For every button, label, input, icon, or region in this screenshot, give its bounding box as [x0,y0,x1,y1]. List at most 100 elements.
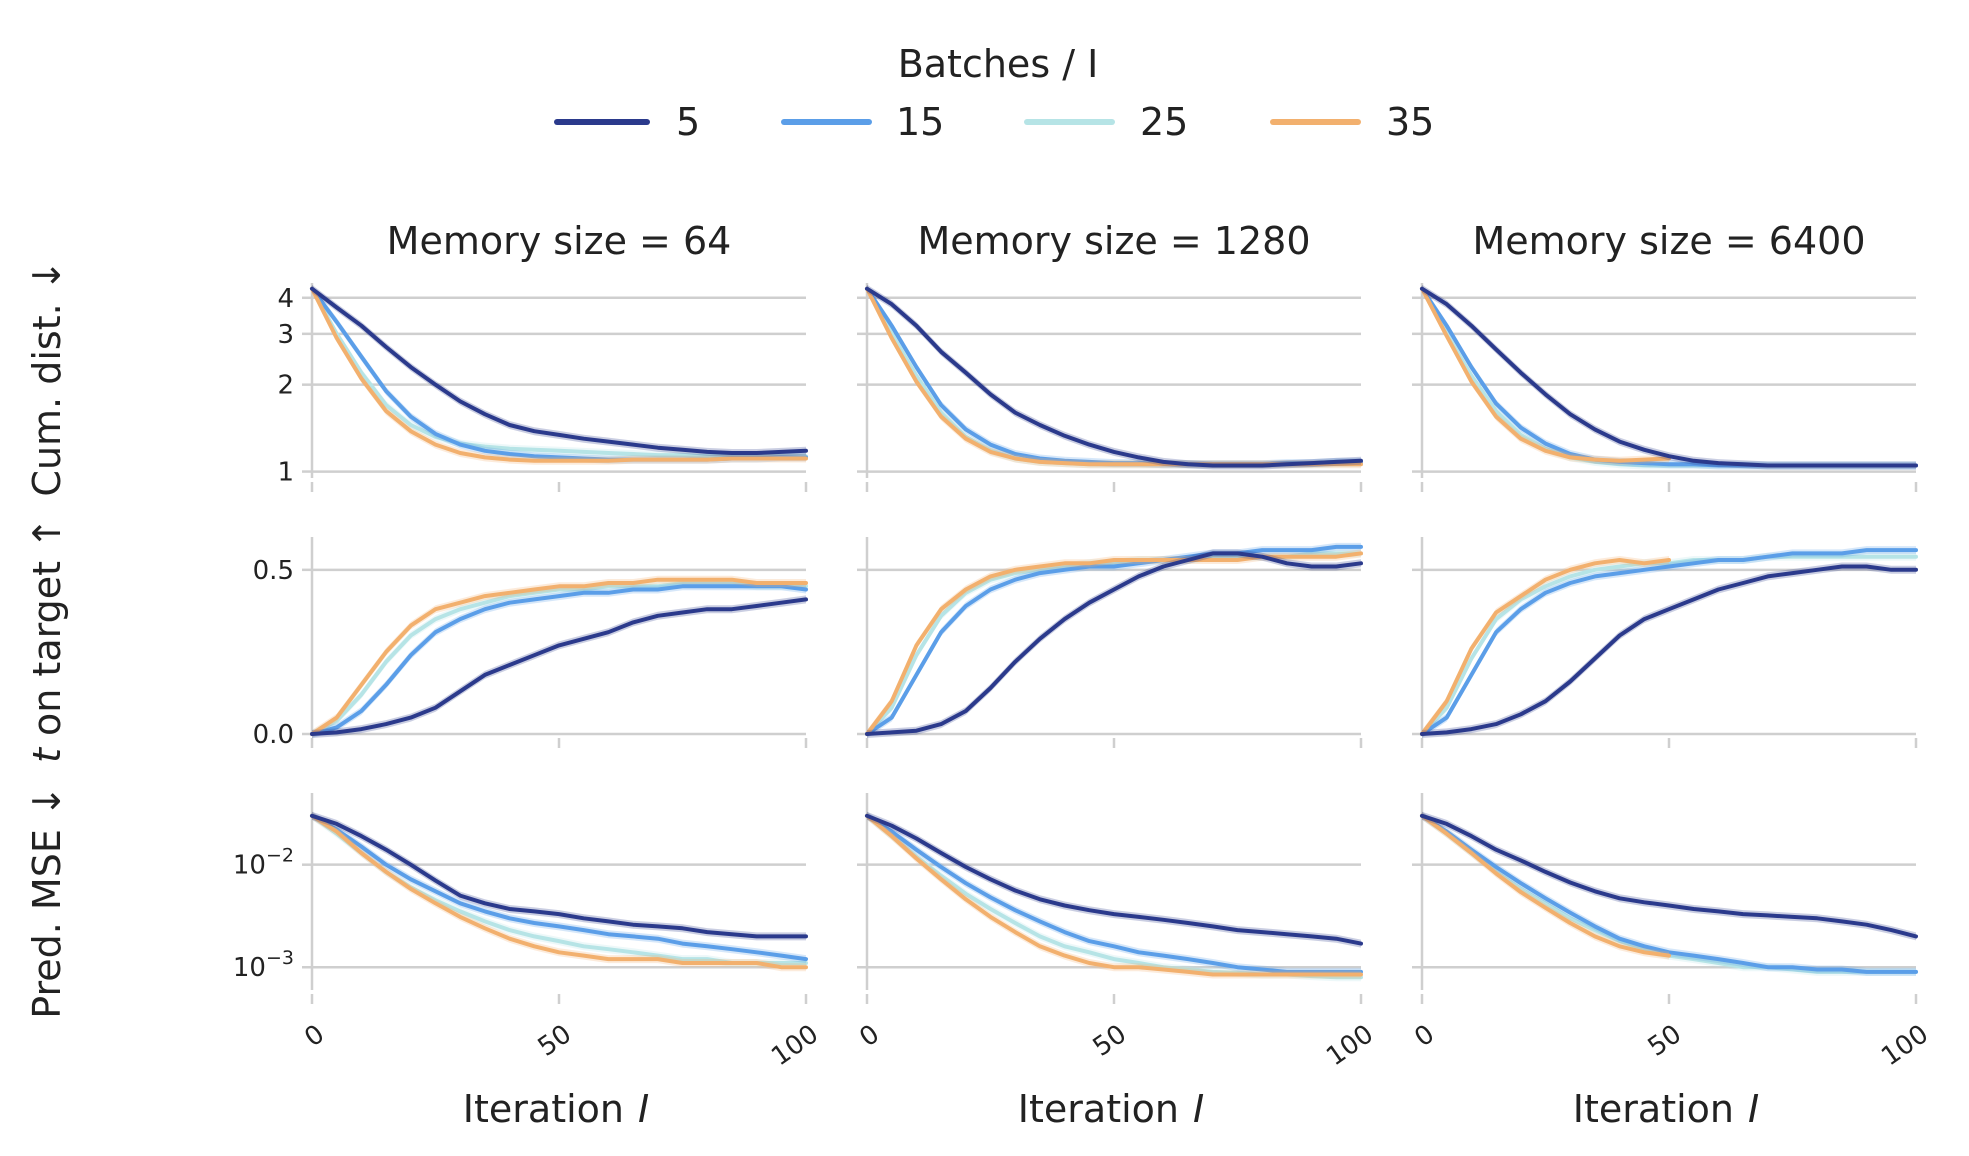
xlabel-col2: Iteration I [1573,1087,1759,1131]
series-band-15 [1422,284,1916,470]
y-tick-label: 4 [277,284,294,314]
column-title-0: Memory size = 64 [387,219,732,263]
y-tick-label: 3 [277,320,294,350]
xlabel-col2-text: Iteration [1573,1087,1734,1131]
series-line-5 [1420,286,1918,468]
ylabel-t-text: on target ↑ [25,517,69,736]
series-band-5 [867,549,1361,738]
series-band-35 [867,284,1361,469]
series-band-15 [867,542,1361,738]
series-band-25 [312,811,806,967]
series-band-25 [1422,552,1916,738]
x-tick-label: 0 [854,1019,885,1053]
series-band-5 [312,284,806,457]
panel-r1-c1 [857,537,1363,748]
y-tick-exponent: −2 [266,845,294,867]
series-line-35 [865,813,1363,977]
series-line-15 [865,286,1363,467]
y-tick-label: 10−3 [233,947,294,983]
y-tick-label: 0.5 [253,556,294,586]
series-band-25 [867,811,1361,982]
series-line-25 [865,286,1363,467]
series-line-5 [865,813,1363,946]
x-tick-label: 100 [766,1019,824,1072]
series-line-5 [310,813,808,939]
series-line-25 [1420,286,1918,468]
xlabel-col0-var: I [638,1087,649,1131]
x-tick-label: 50 [1088,1019,1132,1063]
panel-r2-c1: 0 50 100 [854,793,1379,1072]
series-band-25 [867,549,1361,738]
series-line-35 [1420,558,1671,736]
series-band-5 [1422,562,1916,738]
xlabel-col2-var: I [1748,1087,1759,1131]
y-tick-label: 10−2 [233,845,294,881]
series-line-35 [310,577,808,736]
series-band-5 [1422,811,1916,941]
series-band-5 [312,811,806,941]
xlabel-col1: Iteration I [1018,1087,1204,1131]
ylabel-cum-dist: Cum. dist. ↓ [25,259,69,496]
series-band-25 [1422,284,1916,470]
series-line-35 [1420,813,1671,958]
panel-r0-c1 [857,283,1363,492]
series-line-35 [865,551,1363,736]
xlabel-col1-text: Iteration [1018,1087,1179,1131]
series-line-25 [865,551,1363,736]
series-line-5 [865,286,1363,468]
panel-r0-c0: 1 2 3 4 [277,283,808,492]
series-band-15 [1422,546,1916,738]
y-tick-exponent: −3 [266,947,294,969]
series-band-35 [867,811,1361,979]
legend-label-25: 25 [1140,100,1188,144]
series-band-35 [1422,556,1669,738]
column-title-2: Memory size = 6400 [1472,219,1865,263]
series-band-15 [867,811,1361,976]
series-band-35 [312,811,806,972]
series-line-35 [1420,286,1671,463]
x-tick-label: 0 [1409,1019,1440,1053]
series-line-15 [310,813,808,962]
y-tick-label: 0.0 [253,720,294,750]
x-tick-label: 50 [1643,1019,1687,1063]
x-tick-label: 50 [533,1019,577,1063]
ylabel-t-var: t [25,746,69,763]
series-line-15 [1420,813,1918,974]
ylabel-t-on-target: t on target ↑ [25,517,69,763]
y-tick-label: 1 [277,458,294,488]
legend-label-15: 15 [896,100,944,144]
series-band-5 [312,595,806,738]
x-tick-label: 0 [299,1019,330,1053]
panels: Memory size = 64 Memory size = 1280 Memory… [233,219,1934,1072]
series-line-5 [1420,564,1918,736]
legend: Batches / I 5 15 25 35 [554,42,1434,144]
series-line-5 [310,286,808,455]
x-tick-label: 100 [1321,1019,1379,1072]
xlabel-col1-var: I [1193,1087,1204,1131]
series-line-35 [310,286,808,463]
series-line-5 [1420,813,1918,939]
series-line-5 [865,551,1363,736]
y-tick-label: 2 [277,371,294,401]
series-line-15 [1420,548,1918,736]
series-line-35 [310,813,808,970]
legend-label-35: 35 [1386,100,1434,144]
series-line-25 [310,813,808,965]
series-line-15 [310,584,808,736]
series-line-35 [865,286,1363,467]
series-band-25 [867,284,1361,469]
series-line-5 [310,597,808,736]
legend-label-5: 5 [676,100,700,144]
series-band-5 [867,284,1361,470]
series-line-25 [310,581,808,736]
panel-r1-c2 [1412,537,1918,748]
series-band-35 [867,549,1361,738]
panel-r2-c0: 10−3 10−2 0 50 100 [233,793,824,1072]
series-line-15 [865,544,1363,736]
xlabel-col0-text: Iteration [463,1087,624,1131]
legend-title: Batches / I [898,42,1099,86]
series-band-25 [312,579,806,738]
series-line-25 [310,286,808,459]
series-band-5 [867,811,1361,948]
